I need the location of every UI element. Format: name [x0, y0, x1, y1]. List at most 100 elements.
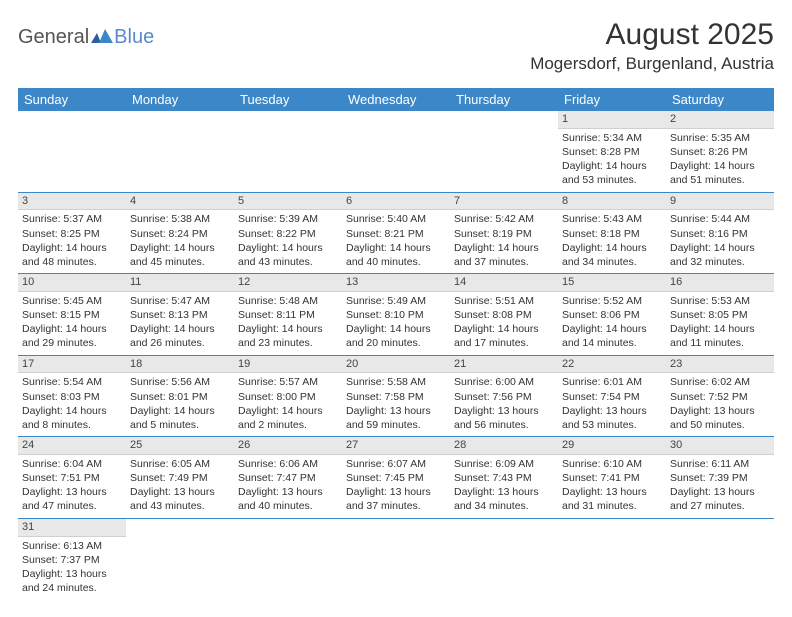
daylight-text: Daylight: 13 hours and 56 minutes.: [454, 404, 554, 432]
day-number: 4: [126, 193, 234, 211]
calendar-day-cell: 12Sunrise: 5:48 AMSunset: 8:11 PMDayligh…: [234, 274, 342, 356]
weekday-sun: Sunday: [18, 88, 126, 111]
daylight-text: Daylight: 13 hours and 31 minutes.: [562, 485, 662, 513]
sunrise-text: Sunrise: 5:39 AM: [238, 212, 338, 226]
day-number: 28: [450, 437, 558, 455]
weekday-thu: Thursday: [450, 88, 558, 111]
calendar-day-cell: 18Sunrise: 5:56 AMSunset: 8:01 PMDayligh…: [126, 355, 234, 437]
sunset-text: Sunset: 8:26 PM: [670, 145, 770, 159]
day-content: Sunrise: 6:11 AMSunset: 7:39 PMDaylight:…: [666, 455, 774, 518]
day-content: Sunrise: 5:53 AMSunset: 8:05 PMDaylight:…: [666, 292, 774, 355]
sunrise-text: Sunrise: 5:58 AM: [346, 375, 446, 389]
daylight-text: Daylight: 13 hours and 27 minutes.: [670, 485, 770, 513]
sunrise-text: Sunrise: 5:34 AM: [562, 131, 662, 145]
day-number: 31: [18, 519, 126, 537]
daylight-text: Daylight: 14 hours and 37 minutes.: [454, 241, 554, 269]
day-content: Sunrise: 5:58 AMSunset: 7:58 PMDaylight:…: [342, 373, 450, 436]
daylight-text: Daylight: 13 hours and 59 minutes.: [346, 404, 446, 432]
sunrise-text: Sunrise: 6:10 AM: [562, 457, 662, 471]
day-number: 7: [450, 193, 558, 211]
logo: General Blue: [18, 18, 154, 49]
daylight-text: Daylight: 13 hours and 47 minutes.: [22, 485, 122, 513]
sunrise-text: Sunrise: 5:38 AM: [130, 212, 230, 226]
calendar-day-cell: 28Sunrise: 6:09 AMSunset: 7:43 PMDayligh…: [450, 437, 558, 519]
day-content: Sunrise: 5:57 AMSunset: 8:00 PMDaylight:…: [234, 373, 342, 436]
day-number: 10: [18, 274, 126, 292]
sunrise-text: Sunrise: 6:05 AM: [130, 457, 230, 471]
sunset-text: Sunset: 8:19 PM: [454, 227, 554, 241]
day-content: Sunrise: 5:35 AMSunset: 8:26 PMDaylight:…: [666, 129, 774, 192]
day-number: 26: [234, 437, 342, 455]
sunset-text: Sunset: 8:08 PM: [454, 308, 554, 322]
logo-text-2: Blue: [114, 26, 154, 49]
calendar-day-cell: 19Sunrise: 5:57 AMSunset: 8:00 PMDayligh…: [234, 355, 342, 437]
daylight-text: Daylight: 14 hours and 32 minutes.: [670, 241, 770, 269]
day-content: Sunrise: 5:34 AMSunset: 8:28 PMDaylight:…: [558, 129, 666, 192]
weekday-mon: Monday: [126, 88, 234, 111]
sunset-text: Sunset: 8:16 PM: [670, 227, 770, 241]
sunrise-text: Sunrise: 5:56 AM: [130, 375, 230, 389]
day-content: Sunrise: 6:09 AMSunset: 7:43 PMDaylight:…: [450, 455, 558, 518]
sunset-text: Sunset: 7:39 PM: [670, 471, 770, 485]
sunset-text: Sunset: 7:47 PM: [238, 471, 338, 485]
calendar-day-cell: 31Sunrise: 6:13 AMSunset: 7:37 PMDayligh…: [18, 518, 126, 599]
daylight-text: Daylight: 14 hours and 45 minutes.: [130, 241, 230, 269]
daylight-text: Daylight: 14 hours and 8 minutes.: [22, 404, 122, 432]
calendar-day-cell: 8Sunrise: 5:43 AMSunset: 8:18 PMDaylight…: [558, 192, 666, 274]
day-number: 15: [558, 274, 666, 292]
day-content: Sunrise: 5:40 AMSunset: 8:21 PMDaylight:…: [342, 210, 450, 273]
sunset-text: Sunset: 8:03 PM: [22, 390, 122, 404]
calendar-day-cell: 24Sunrise: 6:04 AMSunset: 7:51 PMDayligh…: [18, 437, 126, 519]
sunrise-text: Sunrise: 6:06 AM: [238, 457, 338, 471]
calendar-day-cell: 25Sunrise: 6:05 AMSunset: 7:49 PMDayligh…: [126, 437, 234, 519]
daylight-text: Daylight: 13 hours and 40 minutes.: [238, 485, 338, 513]
day-number: 8: [558, 193, 666, 211]
day-content: Sunrise: 5:42 AMSunset: 8:19 PMDaylight:…: [450, 210, 558, 273]
day-number: 2: [666, 111, 774, 129]
day-content: Sunrise: 5:56 AMSunset: 8:01 PMDaylight:…: [126, 373, 234, 436]
calendar-day-cell: 14Sunrise: 5:51 AMSunset: 8:08 PMDayligh…: [450, 274, 558, 356]
sunset-text: Sunset: 8:18 PM: [562, 227, 662, 241]
daylight-text: Daylight: 14 hours and 51 minutes.: [670, 159, 770, 187]
daylight-text: Daylight: 14 hours and 23 minutes.: [238, 322, 338, 350]
calendar-day-cell: [450, 518, 558, 599]
sunset-text: Sunset: 8:13 PM: [130, 308, 230, 322]
calendar-day-cell: [450, 111, 558, 192]
sunset-text: Sunset: 8:25 PM: [22, 227, 122, 241]
day-content: Sunrise: 5:38 AMSunset: 8:24 PMDaylight:…: [126, 210, 234, 273]
day-number: 1: [558, 111, 666, 129]
day-content: Sunrise: 5:37 AMSunset: 8:25 PMDaylight:…: [18, 210, 126, 273]
day-number: 25: [126, 437, 234, 455]
calendar-day-cell: [18, 111, 126, 192]
daylight-text: Daylight: 14 hours and 14 minutes.: [562, 322, 662, 350]
calendar-table: Sunday Monday Tuesday Wednesday Thursday…: [18, 88, 774, 599]
day-number: 17: [18, 356, 126, 374]
daylight-text: Daylight: 14 hours and 34 minutes.: [562, 241, 662, 269]
daylight-text: Daylight: 14 hours and 29 minutes.: [22, 322, 122, 350]
sunrise-text: Sunrise: 5:40 AM: [346, 212, 446, 226]
sunset-text: Sunset: 8:01 PM: [130, 390, 230, 404]
sunrise-text: Sunrise: 5:37 AM: [22, 212, 122, 226]
daylight-text: Daylight: 14 hours and 5 minutes.: [130, 404, 230, 432]
day-content: Sunrise: 6:04 AMSunset: 7:51 PMDaylight:…: [18, 455, 126, 518]
sunset-text: Sunset: 8:24 PM: [130, 227, 230, 241]
calendar-day-cell: [234, 111, 342, 192]
day-number: 23: [666, 356, 774, 374]
calendar-week-row: 17Sunrise: 5:54 AMSunset: 8:03 PMDayligh…: [18, 355, 774, 437]
sunrise-text: Sunrise: 5:53 AM: [670, 294, 770, 308]
calendar-day-cell: [342, 111, 450, 192]
day-number: 21: [450, 356, 558, 374]
calendar-day-cell: 15Sunrise: 5:52 AMSunset: 8:06 PMDayligh…: [558, 274, 666, 356]
day-content: Sunrise: 5:45 AMSunset: 8:15 PMDaylight:…: [18, 292, 126, 355]
daylight-text: Daylight: 14 hours and 2 minutes.: [238, 404, 338, 432]
daylight-text: Daylight: 14 hours and 48 minutes.: [22, 241, 122, 269]
day-content: Sunrise: 5:49 AMSunset: 8:10 PMDaylight:…: [342, 292, 450, 355]
sunset-text: Sunset: 7:37 PM: [22, 553, 122, 567]
calendar-day-cell: 2Sunrise: 5:35 AMSunset: 8:26 PMDaylight…: [666, 111, 774, 192]
day-content: Sunrise: 5:48 AMSunset: 8:11 PMDaylight:…: [234, 292, 342, 355]
daylight-text: Daylight: 13 hours and 50 minutes.: [670, 404, 770, 432]
calendar-day-cell: 10Sunrise: 5:45 AMSunset: 8:15 PMDayligh…: [18, 274, 126, 356]
day-content: Sunrise: 6:02 AMSunset: 7:52 PMDaylight:…: [666, 373, 774, 436]
calendar-day-cell: [234, 518, 342, 599]
calendar-day-cell: [126, 518, 234, 599]
